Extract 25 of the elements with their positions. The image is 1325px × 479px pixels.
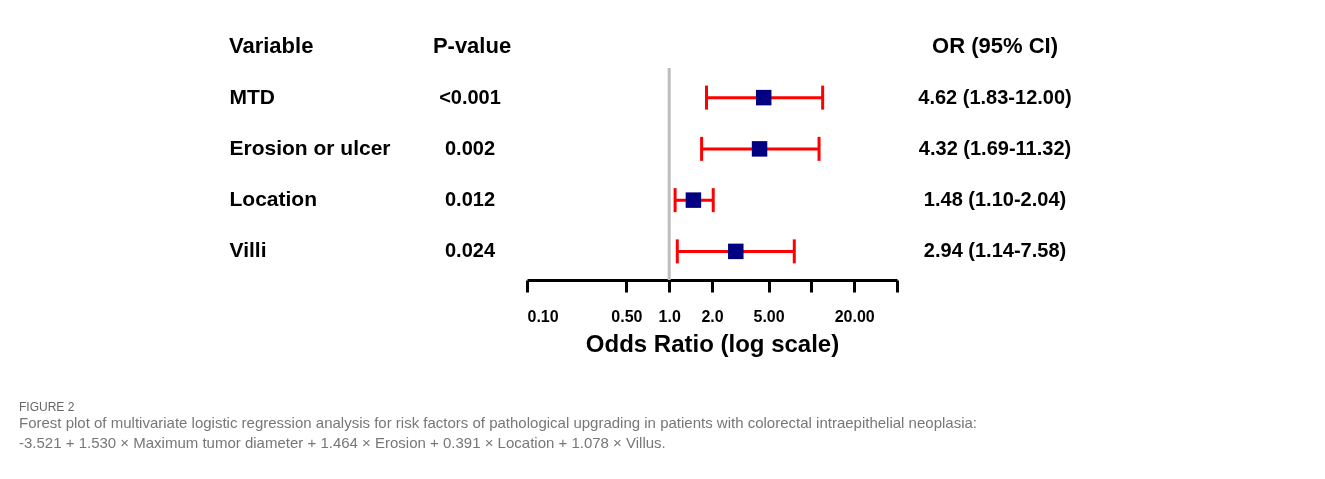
x-tick-label: 1.0: [658, 307, 681, 325]
text: OR (95% CI): [932, 33, 1058, 58]
data-label: 4.62 (1.83-12.00): [918, 85, 1072, 108]
text: 0.012: [444, 188, 496, 211]
caption: FIGURE 2: [19, 400, 75, 414]
data-label: 4.32 (1.69-11.32): [918, 136, 1072, 159]
text: -3.521 + 1.530 × Maximum tumor diameter + 1.464 × Erosion + 0.391 × Location + 1.078 × Villus.: [19, 434, 666, 451]
x-tick-label: 5.00: [753, 307, 785, 325]
text: <0.001: [439, 85, 501, 108]
y-tick-label: Villi: [229, 238, 267, 262]
text: Variable: [229, 33, 314, 58]
text: 0.002: [444, 136, 496, 159]
x-tick-label: 0.50: [611, 307, 643, 325]
data-label: 1.48 (1.10-2.04): [923, 188, 1067, 211]
text: Forest plot of multivariate logistic regression analysis for risk factors of pathological upgrading in patients with colorectal intraepithelial neoplasia:: [19, 414, 977, 431]
y-tick-label: Location: [229, 187, 317, 211]
text: P-value: [432, 33, 512, 58]
x-tick-label: 20.00: [834, 307, 875, 325]
y-tick-label: Erosion or ulcer: [229, 135, 391, 159]
x-axis-title: Odds Ratio (log scale): [585, 329, 840, 357]
text: 0.024: [444, 239, 496, 262]
x-tick-label: 0.10: [527, 307, 559, 325]
y-tick-label: MTD: [229, 84, 275, 108]
x-tick-label: 2.0: [701, 307, 724, 325]
data-label: 2.94 (1.14-7.58): [923, 239, 1067, 262]
